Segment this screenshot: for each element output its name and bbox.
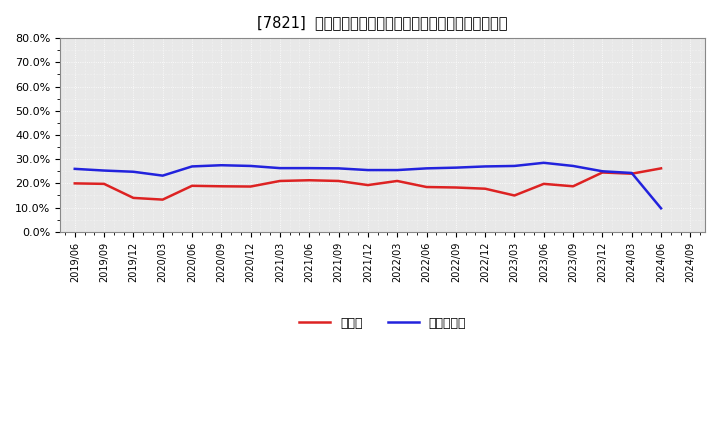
有利子負債 <box>129 169 138 174</box>
現預金 <box>305 178 314 183</box>
有利子負債 <box>217 163 225 168</box>
有利子負債 <box>305 165 314 171</box>
現預金 <box>451 185 460 190</box>
Line: 現預金: 現預金 <box>75 169 661 200</box>
Legend: 現預金, 有利子負債: 現預金, 有利子負債 <box>294 312 472 335</box>
有利子負債 <box>393 168 402 173</box>
Line: 有利子負債: 有利子負債 <box>75 163 661 208</box>
現預金 <box>481 186 490 191</box>
現預金 <box>569 183 577 189</box>
現預金 <box>188 183 197 188</box>
有利子負債 <box>598 169 607 174</box>
現預金 <box>657 166 665 171</box>
現預金 <box>217 183 225 189</box>
現預金 <box>364 183 372 188</box>
現預金 <box>393 178 402 183</box>
有利子負債 <box>334 166 343 171</box>
有利子負債 <box>188 164 197 169</box>
有利子負債 <box>158 173 167 178</box>
有利子負債 <box>657 205 665 211</box>
有利子負債 <box>481 164 490 169</box>
現預金 <box>276 178 284 183</box>
有利子負債 <box>364 168 372 173</box>
有利子負債 <box>246 163 255 169</box>
Title: [7821]  現預金、有利子負債の総資産に対する比率の推移: [7821] 現預金、有利子負債の総資産に対する比率の推移 <box>257 15 508 30</box>
現預金 <box>158 197 167 202</box>
現預金 <box>627 171 636 176</box>
現預金 <box>334 178 343 183</box>
現預金 <box>71 181 79 186</box>
現預金 <box>510 193 519 198</box>
現預金 <box>422 184 431 190</box>
現預金 <box>100 181 109 187</box>
現預金 <box>246 184 255 189</box>
現預金 <box>598 170 607 175</box>
現預金 <box>129 195 138 201</box>
有利子負債 <box>451 165 460 170</box>
有利子負債 <box>569 163 577 169</box>
有利子負債 <box>539 160 548 165</box>
有利子負債 <box>627 170 636 176</box>
有利子負債 <box>422 166 431 171</box>
有利子負債 <box>276 165 284 171</box>
現預金 <box>539 181 548 187</box>
有利子負債 <box>100 168 109 173</box>
有利子負債 <box>510 163 519 169</box>
有利子負債 <box>71 166 79 172</box>
